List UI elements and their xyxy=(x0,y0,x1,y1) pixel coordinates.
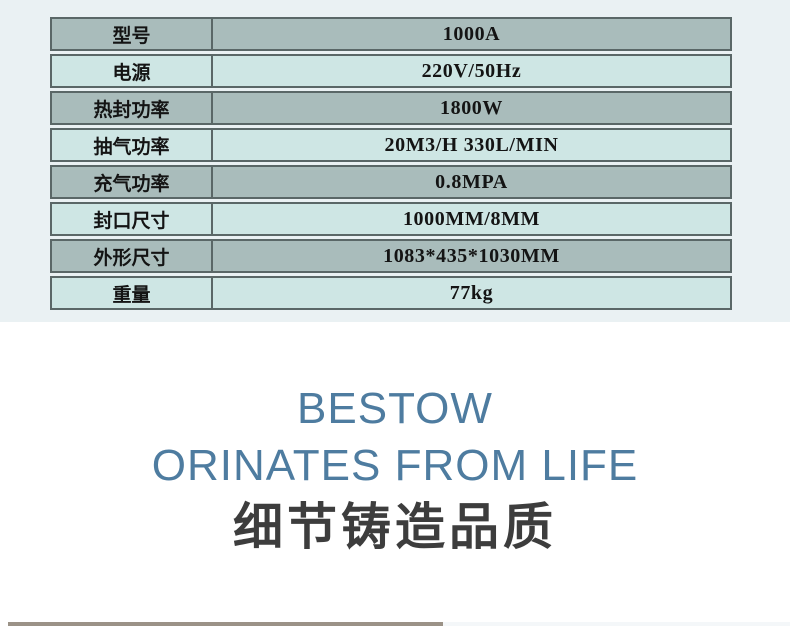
table-row: 型号 1000A xyxy=(50,17,732,51)
footer-strip-left xyxy=(8,622,443,626)
spec-value: 1083*435*1030MM xyxy=(383,244,560,267)
spec-label: 外形尺寸 xyxy=(52,241,213,271)
spec-label: 电源 xyxy=(52,56,213,86)
spec-value: 77kg xyxy=(449,281,494,304)
footer-strip xyxy=(0,622,790,626)
spec-value: 0.8MPA xyxy=(435,170,508,193)
spec-value: 1000MM/8MM xyxy=(402,207,541,230)
tagline-block: BESTOW ORINATES FROM LIFE 细节铸造品质 xyxy=(0,380,790,558)
table-row: 充气功率 0.8MPA xyxy=(50,165,732,199)
spec-value: 20M3/H 330L/MIN xyxy=(384,133,559,156)
tagline-brand: BESTOW xyxy=(297,384,493,433)
spec-label: 充气功率 xyxy=(52,167,213,197)
table-row: 封口尺寸 1000MM/8MM xyxy=(50,202,732,236)
spec-label: 重量 xyxy=(52,278,213,308)
spec-value: 220V/50Hz xyxy=(421,59,522,82)
spec-value: 1000A xyxy=(442,22,501,45)
spec-label: 型号 xyxy=(52,19,213,49)
tagline-slogan-cn: 细节铸造品质 xyxy=(233,499,557,555)
spec-table: 型号 1000A 电源 220V/50Hz 热封功率 1800W 抽气功率 20… xyxy=(50,17,732,310)
table-row: 抽气功率 20M3/H 330L/MIN xyxy=(50,128,732,162)
table-row: 重量 77kg xyxy=(50,276,732,310)
table-row: 电源 220V/50Hz xyxy=(50,54,732,88)
spec-label: 封口尺寸 xyxy=(52,204,213,234)
table-row: 热封功率 1800W xyxy=(50,91,732,125)
spec-value: 1800W xyxy=(440,96,503,119)
table-row: 外形尺寸 1083*435*1030MM xyxy=(50,239,732,273)
spec-label: 热封功率 xyxy=(52,93,213,123)
spec-label: 抽气功率 xyxy=(52,130,213,160)
tagline-slogan-en: ORINATES FROM LIFE xyxy=(151,441,639,490)
footer-strip-right xyxy=(443,622,790,626)
